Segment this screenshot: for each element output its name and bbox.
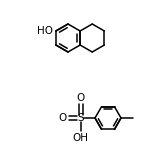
Text: O: O	[58, 113, 67, 123]
Text: HO: HO	[37, 26, 53, 36]
Text: O: O	[77, 93, 85, 103]
Text: OH: OH	[73, 133, 89, 143]
Text: S: S	[77, 113, 84, 123]
